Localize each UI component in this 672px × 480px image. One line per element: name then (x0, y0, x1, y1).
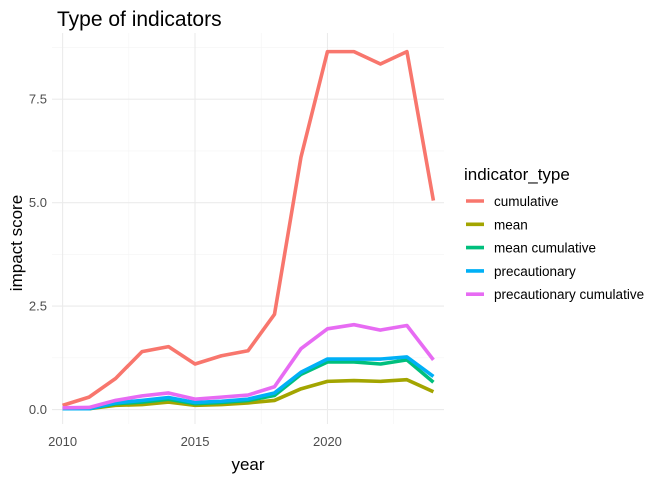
series-lines (62, 49, 436, 411)
legend-label: mean (494, 217, 528, 232)
legend-items: cumulative mean mean cumulative precautiona… (466, 194, 644, 302)
y-tick-label: 5.0 (29, 195, 47, 210)
x-tick-label: 2010 (48, 434, 77, 449)
series-line-precautionary-cumulative (62, 322, 435, 410)
legend-label: precautionary cumulative (494, 287, 644, 302)
series-line-precautionary (62, 355, 435, 411)
legend-item: cumulative (466, 194, 559, 209)
legend: indicator_type cumulative mean mean cumula… (464, 165, 644, 302)
plot-area (52, 33, 444, 424)
legend-item: mean (466, 217, 528, 232)
legend-item: precautionary cumulative (466, 287, 644, 302)
y-tick-label: 7.5 (29, 92, 47, 107)
y-axis-title: impact score (7, 195, 26, 291)
chart-title: Type of indicators (57, 8, 222, 31)
series-line-cumulative (62, 49, 436, 408)
legend-label: mean cumulative (494, 241, 596, 256)
legend-item: precautionary (466, 264, 576, 279)
series-line-mean (62, 377, 435, 411)
legend-label: cumulative (494, 194, 559, 209)
legend-title: indicator_type (464, 165, 570, 184)
y-tick-label: 0.0 (29, 402, 47, 417)
y-tick-label: 2.5 (29, 299, 47, 314)
y-axis-ticks: 0.0 2.5 5.0 7.5 (29, 92, 47, 417)
x-axis-ticks: 2010 2015 2020 (48, 434, 342, 449)
legend-label: precautionary (494, 264, 576, 279)
x-tick-label: 2015 (181, 434, 210, 449)
legend-item: mean cumulative (466, 241, 596, 256)
x-tick-label: 2020 (313, 434, 342, 449)
x-axis-title: year (231, 455, 264, 474)
gridlines (52, 33, 444, 424)
